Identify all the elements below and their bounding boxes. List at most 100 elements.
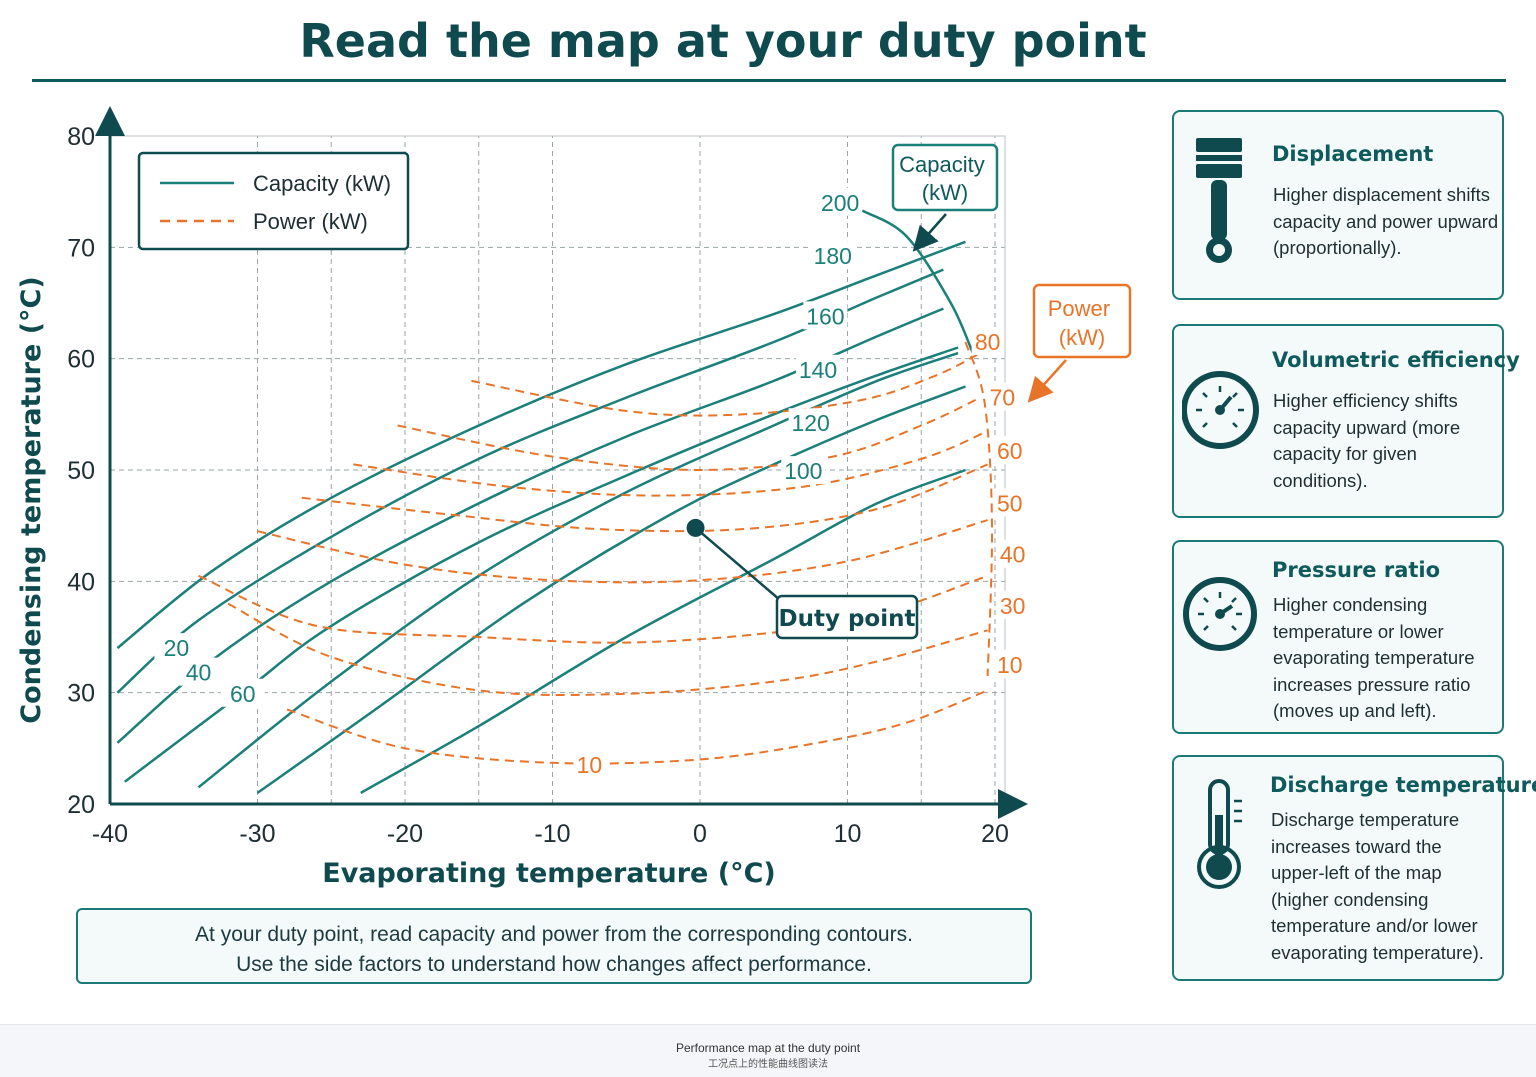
y-tick-label: 30 (67, 680, 95, 708)
power-contour-80 (471, 352, 981, 417)
capacity-contour-20 (116, 240, 966, 650)
capacity-contour-label: 20 (164, 635, 190, 661)
footer-caption-zh: 工况点上的性能曲线图读法 (708, 1059, 828, 1070)
footer-caption: Performance map at the duty point 工况点上的性… (0, 1024, 1536, 1077)
page-title: Read the map at your duty point (299, 14, 1147, 68)
factor-title: Volumetric efficiency (1272, 348, 1520, 372)
capacity-label-bg (176, 657, 221, 686)
svg-text:Capacity (kW): Capacity (kW) (899, 152, 991, 205)
legend: Capacity (kW) Power (kW) (137, 151, 410, 251)
power-contour-label: 40 (1000, 542, 1026, 568)
footer-caption-en: Performance map at the duty point (675, 1041, 861, 1055)
factor-description: Discharge temperature increases toward t… (1271, 809, 1484, 963)
y-axis-title: Condensing temperature (°C) (16, 276, 47, 723)
note-line-1: At your duty point, read capacity and po… (195, 923, 913, 946)
capacity-contour-label: 140 (799, 357, 837, 383)
factor-title: Discharge temperature (1270, 773, 1536, 797)
capacity-label-bg (818, 187, 863, 216)
power-label-bg (996, 539, 1029, 568)
power-envelope (964, 341, 994, 677)
factor-card-displacement: Displacement Higher displacement shifts … (1172, 110, 1504, 300)
power-contour-70 (397, 396, 981, 472)
power-label-bg (971, 326, 1004, 355)
legend-power-label: Power (kW) (253, 209, 368, 234)
capacity-callout-line1: Capacity (899, 152, 985, 177)
gauge-icon (1182, 371, 1259, 449)
capacity-callout: Capacity (kW) (891, 143, 999, 252)
factor-title: Pressure ratio (1272, 558, 1441, 582)
capacity-contour-label: 180 (814, 243, 852, 269)
svg-text:Power (kW): Power (kW) (1048, 296, 1116, 350)
capacity-envelope (861, 209, 975, 354)
power-label-bg (986, 382, 1019, 411)
power-contour-60 (353, 430, 988, 497)
x-axis-title: Evaporating temperature (°C) (322, 858, 775, 889)
capacity-label-bg (810, 241, 855, 270)
power-contour-label: 80 (975, 329, 1001, 355)
duty-point-dot (686, 518, 705, 537)
power-contour-label: 70 (990, 385, 1016, 411)
piston-icon (1196, 138, 1242, 263)
power-label-bg (573, 750, 606, 779)
capacity-contour-60 (116, 307, 944, 744)
capacity-contour-label: 200 (821, 190, 859, 216)
power-contour-label: 10 (997, 652, 1023, 678)
note-line-2: Use the side factors to understand how c… (236, 953, 872, 976)
capacity-contour-label: 60 (230, 681, 256, 707)
capacity-label-bg (781, 456, 826, 485)
capacity-contour-label: 100 (784, 458, 822, 484)
power-contour-10 (286, 689, 988, 765)
power-contour-label: 60 (997, 438, 1023, 464)
capacity-label-bg (220, 678, 265, 707)
y-tick-label: 60 (67, 346, 95, 374)
thermometer-icon (1197, 779, 1242, 889)
factor-card-pressure-ratio: Pressure ratio Higher condensing tempera… (1172, 540, 1504, 734)
capacity-contours (116, 209, 975, 794)
gauge-icon (1183, 577, 1257, 651)
capacity-contour-140 (360, 468, 966, 794)
x-tick-label: 10 (834, 820, 862, 848)
factor-description: Higher condensing temperature or lower e… (1273, 594, 1475, 721)
x-tick-label: -20 (387, 820, 423, 848)
power-label-bg (996, 590, 1029, 619)
capacity-label-bg (796, 354, 840, 383)
axes: -40 -30 -20 -10 0 10 20 20 30 40 50 60 70 80 (67, 106, 1028, 848)
factor-title: Displacement (1272, 142, 1434, 166)
power-label-bg (993, 488, 1026, 517)
y-tick-label: 40 (67, 568, 95, 596)
power-callout-line2: (kW) (1059, 325, 1105, 350)
capacity-contour-80 (124, 346, 959, 783)
power-label-bg (993, 436, 1026, 465)
x-tick-label: -30 (239, 820, 275, 848)
x-tick-label: 0 (693, 820, 707, 848)
power-label-bg (993, 649, 1026, 678)
x-tick-label: -40 (92, 820, 128, 848)
capacity-label-bg (788, 408, 833, 437)
y-tick-label: 20 (67, 791, 95, 819)
duty-point-label: Duty point (779, 606, 916, 632)
power-contour-label: 30 (1000, 593, 1026, 619)
x-tick-label: 20 (981, 820, 1009, 848)
y-tick-label: 80 (67, 123, 95, 151)
performance-map-chart: -40 -30 -20 -10 0 10 20 20 30 40 50 60 70 80 200 180 16… (16, 106, 1132, 889)
capacity-contour-100 (197, 351, 959, 789)
power-contour-20 (227, 602, 988, 697)
title-divider (32, 79, 1506, 82)
factor-description: Higher displacement shifts capacity and … (1273, 184, 1499, 258)
reading-instructions-box: At your duty point, read capacity and po… (76, 908, 1032, 984)
capacity-callout-line2: (kW) (922, 180, 968, 205)
y-tick-label: 70 (67, 234, 95, 262)
power-callout: Power (kW) (1027, 283, 1132, 403)
capacity-contour-label: 160 (806, 303, 844, 329)
capacity-contour-label: 120 (791, 410, 829, 436)
legend-capacity-label: Capacity (kW) (253, 171, 391, 196)
power-callout-line1: Power (1048, 296, 1110, 321)
capacity-contour-120 (256, 385, 966, 794)
factor-description: Higher efficiency shifts capacity upward… (1273, 390, 1461, 491)
power-contour-label: 10 (577, 752, 603, 778)
power-contour-label: 50 (997, 490, 1023, 516)
power-contours (198, 341, 994, 765)
duty-point-marker: Duty point (686, 518, 919, 640)
power-contour-50 (301, 463, 988, 533)
